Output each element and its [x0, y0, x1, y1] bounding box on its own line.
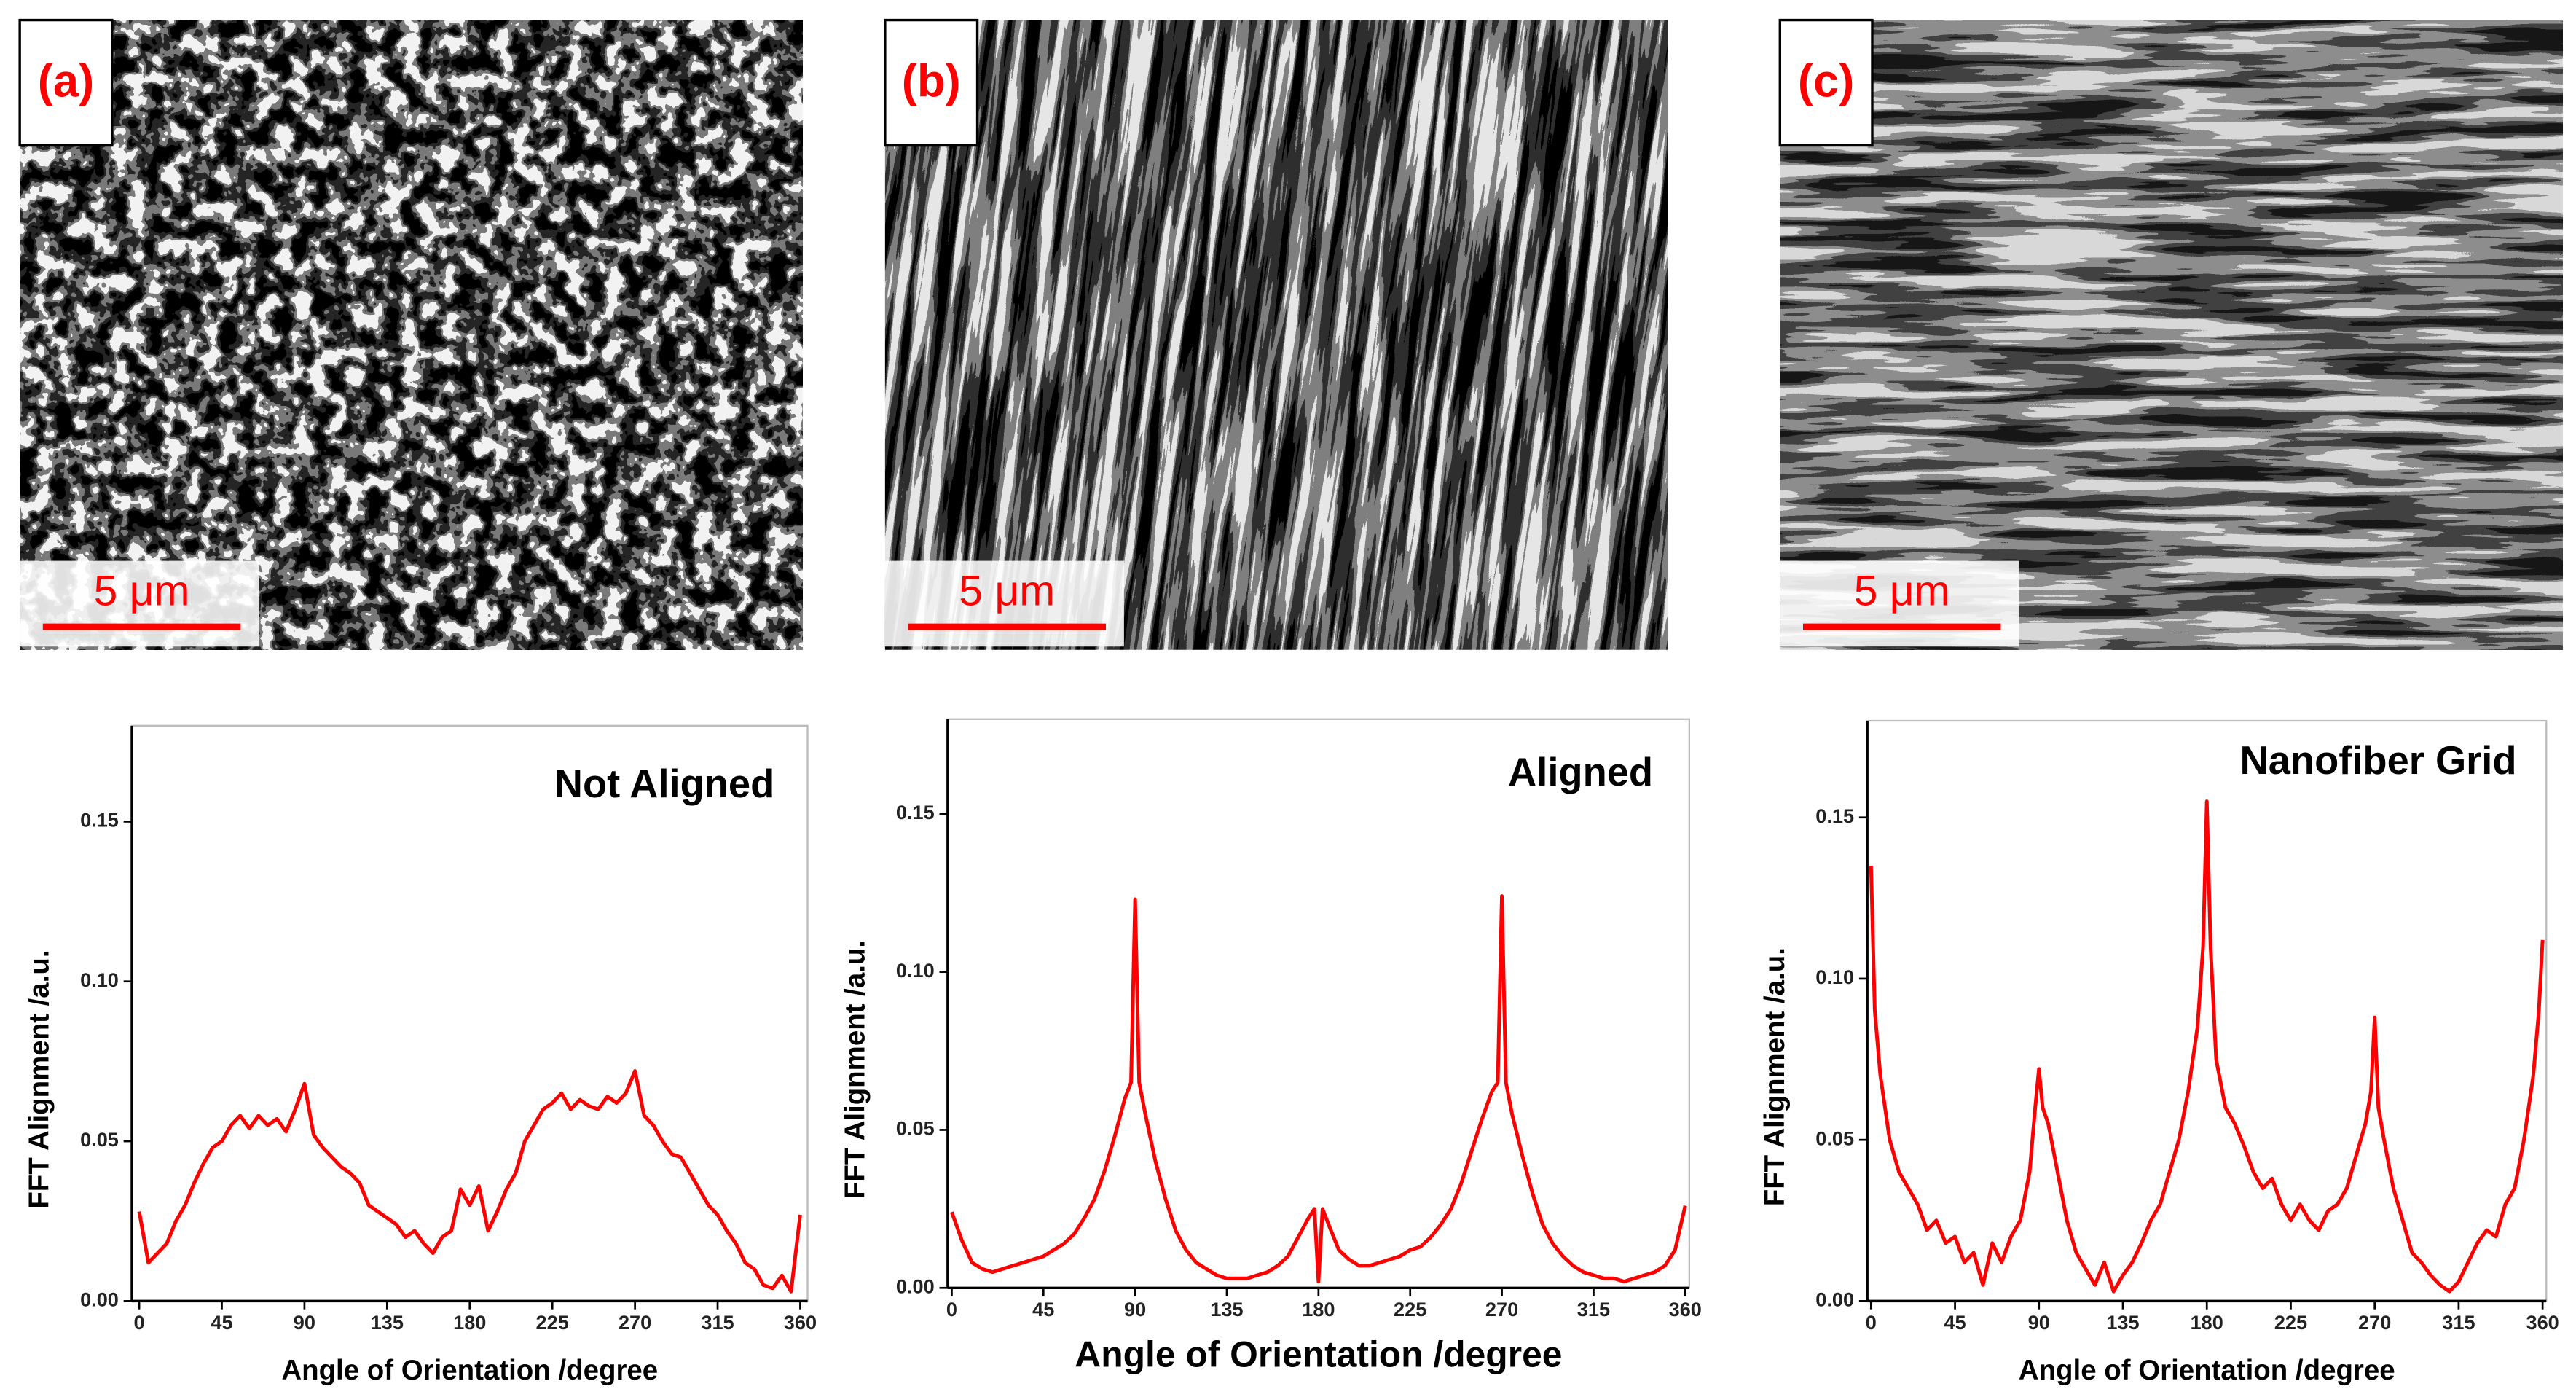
- x-tick-label: 225: [536, 1311, 569, 1334]
- scale-bar-box: [20, 560, 259, 647]
- x-tick-label: 0: [946, 1298, 957, 1320]
- x-tick-label: 135: [2106, 1311, 2139, 1334]
- scale-bar-box: [884, 560, 1124, 647]
- scale-bar-label: 5 μm: [959, 567, 1055, 614]
- x-tick-label: 45: [1032, 1298, 1054, 1320]
- x-tick-label: 360: [2526, 1311, 2559, 1334]
- x-tick-label: 360: [1669, 1298, 1702, 1320]
- x-tick-label: 0: [134, 1311, 145, 1334]
- annotation: Not Aligned: [554, 762, 775, 806]
- y-axis-label: FFT Alignment /a.u.: [840, 940, 871, 1199]
- panel-label: (a): [38, 56, 94, 107]
- x-tick-label: 90: [294, 1311, 315, 1334]
- data-line: [950, 894, 1687, 1284]
- x-tick-label: 180: [2191, 1311, 2223, 1334]
- annotation: Aligned: [1508, 750, 1653, 794]
- scale-bar-label: 5 μm: [1854, 567, 1950, 614]
- x-tick-label: 315: [2442, 1311, 2475, 1334]
- y-tick-label: 0.15: [896, 801, 935, 823]
- x-tick-label: 0: [1866, 1311, 1877, 1334]
- x-axis-label: Angle of Orientation /degree: [2019, 1355, 2395, 1386]
- y-tick-label: 0.00: [1815, 1288, 1854, 1311]
- annotation: Nanofiber Grid: [2240, 738, 2517, 783]
- x-tick-label: 180: [1302, 1298, 1335, 1320]
- x-tick-label: 225: [2274, 1311, 2307, 1334]
- y-tick-label: 0.05: [1815, 1127, 1854, 1149]
- x-tick-label: 180: [453, 1311, 486, 1334]
- y-tick-label: 0.00: [896, 1275, 935, 1297]
- x-tick-label: 45: [1944, 1311, 1966, 1334]
- data-line: [1869, 799, 2545, 1294]
- panel-label: (c): [1798, 56, 1854, 107]
- y-tick-label: 0.05: [80, 1128, 119, 1151]
- y-tick-label: 0.10: [896, 959, 935, 982]
- panel-label-box: [1778, 18, 1874, 147]
- data-line: [137, 1069, 802, 1294]
- plot-frame: [130, 724, 809, 1302]
- y-tick-label: 0.00: [80, 1288, 119, 1311]
- x-tick-label: 315: [701, 1311, 734, 1334]
- x-tick-label: 90: [2028, 1311, 2050, 1334]
- x-tick-label: 270: [619, 1311, 651, 1334]
- x-tick-label: 270: [1485, 1298, 1518, 1320]
- scale-bar-box: [1780, 560, 2019, 647]
- x-tick-label: 135: [371, 1311, 404, 1334]
- x-tick-label: 135: [1210, 1298, 1243, 1320]
- x-tick-label: 225: [1394, 1298, 1426, 1320]
- y-axis-label: FFT Alignment /a.u.: [1759, 947, 1791, 1206]
- y-tick-label: 0.10: [80, 968, 119, 991]
- x-tick-label: 315: [1577, 1298, 1610, 1320]
- y-axis-label: FFT Alignment /a.u.: [24, 950, 55, 1209]
- panel-label-box: [18, 18, 114, 147]
- sem-image: [1780, 20, 2563, 650]
- x-tick-label: 45: [211, 1311, 232, 1334]
- x-tick-label: 360: [784, 1311, 817, 1334]
- panel-label-box: [884, 18, 979, 147]
- y-tick-label: 0.15: [80, 809, 119, 831]
- scale-bar-label: 5 μm: [94, 567, 190, 614]
- sem-image: [20, 20, 803, 650]
- x-axis-label: Angle of Orientation /degree: [1075, 1334, 1562, 1374]
- panel-label: (b): [902, 56, 961, 107]
- y-tick-label: 0.05: [896, 1117, 935, 1140]
- x-axis-label: Angle of Orientation /degree: [281, 1355, 658, 1386]
- x-tick-label: 270: [2358, 1311, 2391, 1334]
- plot-frame: [946, 718, 1691, 1289]
- x-tick-label: 90: [1124, 1298, 1146, 1320]
- y-tick-label: 0.15: [1815, 805, 1854, 827]
- y-tick-label: 0.10: [1815, 966, 1854, 988]
